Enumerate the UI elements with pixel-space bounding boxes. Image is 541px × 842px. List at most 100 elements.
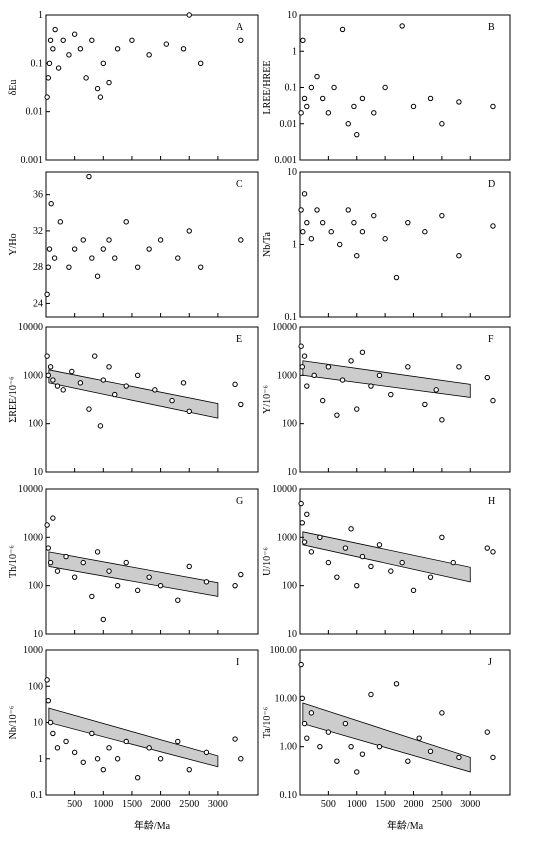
point [186,12,192,18]
point [50,730,56,737]
point [57,219,64,225]
point [422,229,428,235]
point [186,766,192,773]
point [123,383,129,389]
point [308,84,315,91]
point [83,75,89,81]
point [490,103,496,110]
point [100,616,106,623]
point [393,274,400,281]
point [146,574,152,580]
point [439,417,445,423]
point [299,364,305,370]
point [45,264,51,270]
y-tick-label: 100 [28,581,43,592]
point [100,766,106,773]
y-tick-label: 10 [287,629,297,640]
point [54,383,61,389]
point [456,754,462,761]
point [60,37,66,43]
x-tick-label: 2000 [151,799,171,810]
point [339,377,346,383]
point [44,522,50,528]
point [86,406,92,412]
point [66,52,72,58]
point [45,75,51,81]
point [399,559,405,566]
point [348,358,354,364]
y-tick-label: 100 [282,419,297,430]
point [325,364,332,370]
point [94,756,101,762]
point [339,26,346,33]
point [298,661,304,668]
point [388,568,394,574]
point [89,730,95,737]
trend-band [302,702,471,773]
point [301,191,308,197]
y-tick-label: 1000 [277,370,297,381]
point [203,579,210,585]
point [134,587,141,594]
point [300,37,306,44]
point [114,582,121,589]
y-tick-label: 1000 [277,532,297,543]
point [304,219,310,226]
trend-band [48,551,219,597]
point [71,31,78,37]
point [69,368,75,375]
point [186,408,192,415]
point [146,745,152,751]
y-tick-label: 100 [282,581,297,592]
y-tick-label: 10 [287,167,297,178]
point [44,677,50,683]
x-axis-label: 年龄/Ma [387,819,424,832]
point [304,735,310,741]
point [490,397,496,404]
point [175,255,181,261]
trend-band [48,707,219,768]
y-tick-label: 100.00 [270,645,298,656]
point [44,291,50,298]
point [433,387,439,393]
point [50,46,56,52]
point [342,545,349,551]
point [405,219,411,226]
point [123,219,129,225]
point [301,353,308,359]
y-tick-label: 0.01 [26,107,44,118]
point [47,364,54,370]
y-tick-label: 0.1 [31,790,44,801]
point [71,246,78,252]
panel-label: A [236,22,244,33]
point [490,754,496,761]
trend-band [48,369,219,419]
point [100,246,106,252]
point [371,212,377,219]
point [320,397,326,404]
panel-label: G [236,496,243,507]
point [368,563,374,570]
point [304,103,310,110]
point [368,383,374,389]
point [175,738,181,745]
point [427,748,434,755]
point [114,46,121,52]
y-tick-label: 0.1 [285,83,298,94]
point [334,574,340,580]
point [186,228,192,234]
y-tick-label: 10 [287,467,297,478]
y-tick-label: 10.00 [275,693,298,704]
trend-band [302,360,471,398]
x-tick-label: 1000 [347,799,367,810]
point [345,207,351,213]
point [298,343,304,349]
x-tick-label: 3000 [460,799,480,810]
y-tick-label: 0.001 [21,155,44,166]
y-tick-label: 1 [292,46,297,57]
plot-frame [45,14,259,161]
point [393,681,400,687]
point [152,387,158,393]
x-tick-label: 500 [67,799,82,810]
